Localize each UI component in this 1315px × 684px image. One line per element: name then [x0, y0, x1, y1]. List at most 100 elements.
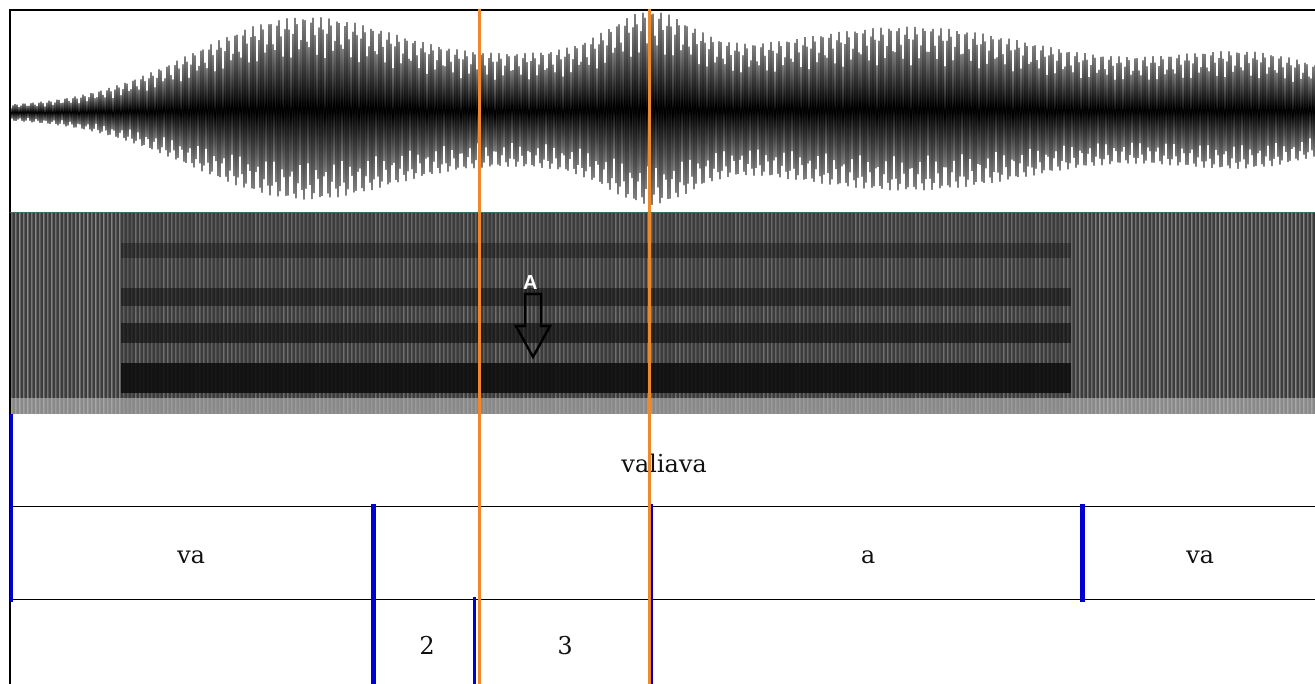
spectrogram-striation — [703, 213, 705, 414]
spectrogram-striation — [1083, 213, 1085, 414]
spectrogram-striation — [527, 213, 529, 414]
spectrogram-striation — [315, 213, 317, 414]
spectrogram-striation — [855, 213, 857, 414]
spectrogram-striation — [351, 213, 353, 414]
spectrogram-striation — [1163, 213, 1165, 414]
tier-boundary-line[interactable] — [473, 597, 476, 684]
spectrogram-striation — [51, 213, 53, 414]
spectrogram-striation — [807, 213, 809, 414]
spectrogram-striation — [311, 213, 313, 414]
tier-boundary-line[interactable] — [1080, 504, 1085, 602]
spectrogram-striation — [1111, 213, 1113, 414]
spectrogram-striation — [1283, 213, 1285, 414]
waveform-plot — [11, 12, 1315, 205]
spectrogram-striation — [471, 213, 473, 414]
spectrogram-plot — [11, 213, 1315, 414]
spectrogram-striation — [1219, 213, 1221, 414]
spectrogram-striation — [483, 213, 485, 414]
spectrogram-striation — [751, 213, 753, 414]
spectrogram-striation — [451, 213, 453, 414]
spectrogram-striation — [755, 213, 757, 414]
spectrogram-striation — [655, 213, 657, 414]
spectrogram-striation — [251, 213, 253, 414]
spectrogram-striation — [915, 213, 917, 414]
spectrogram-striation — [23, 213, 25, 414]
spectrogram-striation — [711, 213, 713, 414]
spectrogram-striation — [859, 213, 861, 414]
spectrogram-striation — [411, 213, 413, 414]
spectrogram-striation — [579, 213, 581, 414]
spectrogram-striation — [775, 213, 777, 414]
spectrogram-striation — [303, 213, 305, 414]
word-interval-label: valiava — [621, 450, 707, 478]
spectrogram-striation — [863, 213, 865, 414]
spectrogram-striation — [1019, 213, 1021, 414]
spectrogram-striation — [983, 213, 985, 414]
spectrogram-striation — [439, 213, 441, 414]
spectrogram-panel[interactable] — [9, 213, 1315, 414]
tier-syllable[interactable]: va a va — [9, 507, 1315, 600]
spectrogram-striation — [923, 213, 925, 414]
annotation-marker-label: A — [523, 272, 538, 294]
spectrogram-striation — [623, 213, 625, 414]
spectrogram-striation — [671, 213, 673, 414]
tier-boundary-line[interactable] — [650, 504, 653, 684]
waveform-panel[interactable] — [9, 9, 1315, 213]
tier-word[interactable]: valiava — [9, 414, 1315, 507]
spectrogram-striation — [287, 213, 289, 414]
spectrogram-striation — [1035, 213, 1037, 414]
spectrogram-striation — [1195, 213, 1197, 414]
tier-boundary-line[interactable] — [371, 504, 376, 684]
spectrogram-striation — [359, 213, 361, 414]
spectrogram-striation — [423, 213, 425, 414]
tier-boundary-line[interactable] — [10, 414, 13, 602]
spectrogram-striation — [519, 213, 521, 414]
spectrogram-striation — [435, 213, 437, 414]
spectrogram-striation — [459, 213, 461, 414]
spectrogram-striation — [95, 213, 97, 414]
spectrogram-striation — [843, 213, 845, 414]
spectrogram-striation — [227, 213, 229, 414]
spectrogram-striation — [999, 213, 1001, 414]
spectrogram-striation — [955, 213, 957, 414]
spectrogram-striation — [211, 213, 213, 414]
spectrogram-striation — [587, 213, 589, 414]
selection-end-cursor[interactable] — [648, 9, 651, 684]
spectrogram-striation — [407, 213, 409, 414]
spectrogram-striation — [391, 213, 393, 414]
spectrogram-striation — [787, 213, 789, 414]
spectrogram-striation — [231, 213, 233, 414]
spectrogram-striation — [159, 213, 161, 414]
spectrogram-striation — [1139, 213, 1141, 414]
spectrogram-striation — [815, 213, 817, 414]
spectrogram-striation — [1303, 213, 1305, 414]
spectrogram-striation — [1123, 213, 1125, 414]
spectrogram-striation — [827, 213, 829, 414]
spectrogram-striation — [63, 213, 65, 414]
spectrogram-striation — [259, 213, 261, 414]
spectrogram-striation — [39, 213, 41, 414]
spectrogram-striation — [347, 213, 349, 414]
spectrogram-striation — [695, 213, 697, 414]
selection-start-cursor[interactable] — [478, 9, 481, 684]
spectrogram-striation — [1115, 213, 1117, 414]
spectrogram-striation — [1131, 213, 1133, 414]
spectrogram-striation — [919, 213, 921, 414]
spectrogram-striation — [603, 213, 605, 414]
spectrogram-striation — [567, 213, 569, 414]
spectrogram-striation — [731, 213, 733, 414]
spectrogram-striation — [683, 213, 685, 414]
spectrogram-striation — [1063, 213, 1065, 414]
tier-tone[interactable]: 2 3 — [9, 600, 1315, 684]
spectrogram-striation — [1127, 213, 1129, 414]
spectrogram-striation — [35, 213, 37, 414]
spectrogram-striation — [699, 213, 701, 414]
spectrogram-striation — [851, 213, 853, 414]
spectrogram-striation — [1223, 213, 1225, 414]
spectrogram-striation — [867, 213, 869, 414]
spectrogram-striation — [1207, 213, 1209, 414]
spectrogram-striation — [383, 213, 385, 414]
tone-interval-label: 2 — [419, 632, 435, 660]
spectrogram-striation — [639, 213, 641, 414]
spectrogram-striation — [111, 213, 113, 414]
